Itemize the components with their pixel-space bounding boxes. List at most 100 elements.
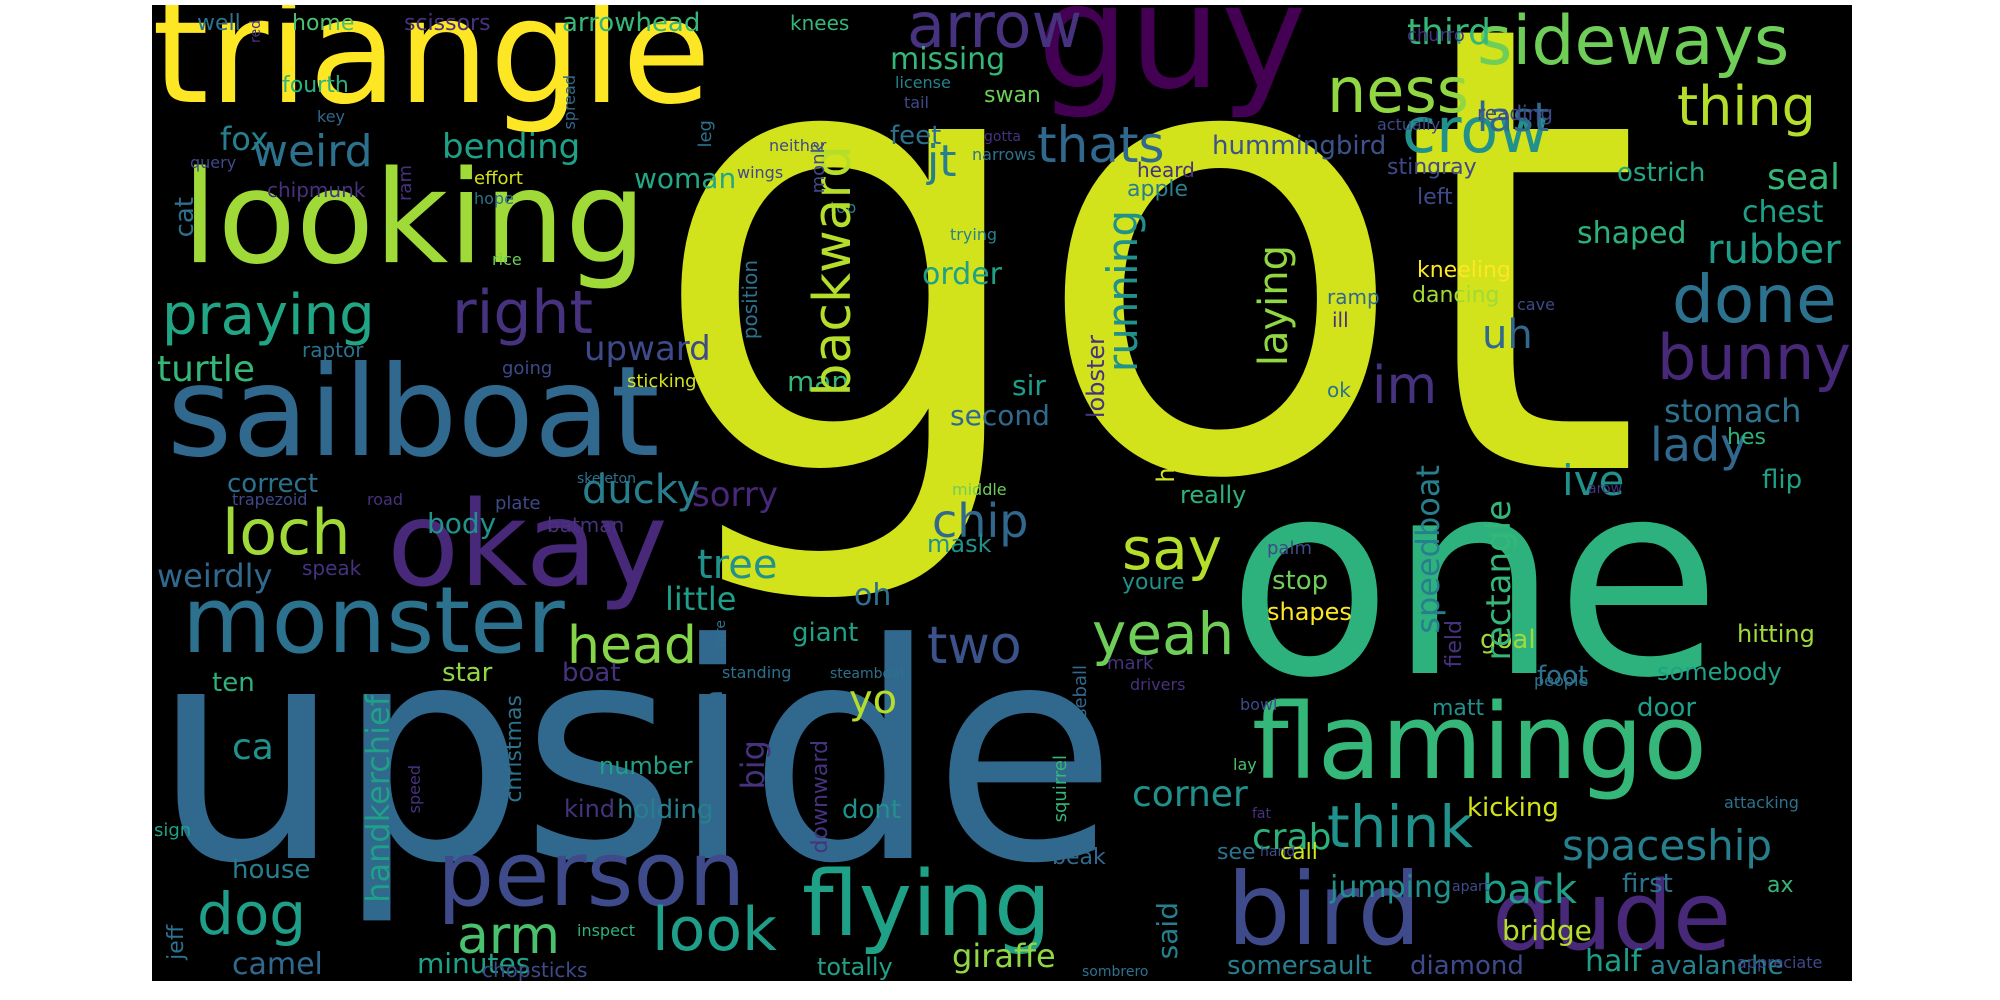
word-house: house <box>232 855 311 885</box>
word-baseball: baseball <box>1070 665 1091 741</box>
word-big: big <box>734 740 772 790</box>
word-head: head <box>567 616 697 676</box>
word-shapes: shapes <box>1267 598 1352 626</box>
word-ok: ok <box>1327 378 1351 402</box>
word-somersault: somersault <box>1227 951 1372 981</box>
word-laying: laying <box>1251 245 1297 367</box>
word-jumping: jumping <box>1330 870 1453 905</box>
word-somebody: somebody <box>1657 658 1782 686</box>
word-seal: seal <box>1767 157 1840 198</box>
word-one: one <box>1227 422 1721 737</box>
word-spread: spread <box>560 75 579 130</box>
word-people: people <box>1534 671 1589 690</box>
word-kneeling: kneeling <box>1417 258 1511 283</box>
word-monster: monster <box>182 567 565 674</box>
word-position: position <box>738 260 762 340</box>
word-trapezoid: trapezoid <box>232 490 308 509</box>
word-holding: holding <box>617 795 714 825</box>
word-apple: apple <box>1127 177 1189 202</box>
word-weirdly: weirdly <box>157 557 273 595</box>
word-turtle: turtle <box>157 349 255 390</box>
word-correct: correct <box>227 469 319 499</box>
word-first: first <box>1622 869 1673 899</box>
word-rubber: rubber <box>1707 227 1841 273</box>
word-ill: ill <box>1332 308 1349 332</box>
word-foot: foot <box>1537 661 1589 691</box>
word-sombrero: sombrero <box>1082 964 1149 980</box>
word-flying: flying <box>802 852 1052 957</box>
word-palm: palm <box>1267 538 1312 559</box>
word-shaped: shaped <box>1577 216 1687 251</box>
word-standing: standing <box>722 663 792 682</box>
word-number: number <box>599 752 693 780</box>
word-chipmunk: chipmunk <box>267 178 366 202</box>
word-cave: cave <box>1517 295 1555 314</box>
word-home: home <box>292 11 355 36</box>
word-lay: lay <box>1233 755 1257 774</box>
word-thats: thats <box>1037 116 1165 174</box>
word-see: see <box>1217 840 1256 865</box>
word-squirrel: squirrel <box>1050 755 1071 823</box>
word-kind: kind <box>564 795 616 823</box>
word-ax: ax <box>1767 873 1794 898</box>
word-wings: wings <box>737 163 784 182</box>
word-trying: trying <box>950 225 998 244</box>
word-call: call <box>1280 840 1318 865</box>
word-door: door <box>1637 693 1697 723</box>
word-middle: middle <box>952 480 1007 499</box>
word-christmas: christmas <box>502 695 527 803</box>
word-fat: fat <box>1252 806 1271 822</box>
word-person: person <box>437 822 746 927</box>
word-steamboat: steamboat <box>830 666 906 682</box>
word-inspect: inspect <box>577 921 635 940</box>
word-arm: arm <box>457 906 560 966</box>
word-minutes: minutes <box>417 947 531 980</box>
word-crab: crab <box>1252 817 1332 858</box>
word-ten: ten <box>212 668 255 698</box>
word-jt: jt <box>927 136 957 187</box>
word-sir: sir <box>1012 369 1046 402</box>
word-man: man <box>787 365 850 398</box>
word-speed: speed <box>405 765 424 814</box>
word-look: look <box>652 895 777 965</box>
word-last: last <box>1477 95 1550 141</box>
word-sticking: sticking <box>627 371 697 392</box>
word-narrows: narrows <box>972 145 1036 164</box>
word-tail: tail <box>904 93 929 112</box>
word-well: well <box>197 11 241 36</box>
word-said: said <box>1151 902 1184 960</box>
word-spaceship: spaceship <box>1562 821 1773 870</box>
word-jeff: jeff <box>164 925 189 960</box>
word-dont: dont <box>842 795 902 825</box>
word-monk: monk <box>808 143 829 194</box>
word-apart: apart <box>1452 879 1490 895</box>
word-star: star <box>442 658 493 688</box>
word-giraffe: giraffe <box>952 937 1056 975</box>
word-guy: guy <box>1037 5 1307 122</box>
word-effort: effort <box>474 168 523 189</box>
word-bridge: bridge <box>1502 914 1592 947</box>
word-ca: ca <box>232 727 274 768</box>
word-tree: tree <box>697 542 778 588</box>
word-okay: okay <box>387 475 668 613</box>
word-avalanche: avalanche <box>1650 951 1784 981</box>
word-thing: thing <box>1677 75 1816 138</box>
word-mark: mark <box>1107 653 1154 674</box>
word-stomach: stomach <box>1664 392 1802 430</box>
word-think: think <box>1327 793 1473 861</box>
word-leg: leg <box>695 120 716 148</box>
word-missing: missing <box>890 42 1006 77</box>
word-upward: upward <box>584 329 711 369</box>
word-rectangle: rectangle <box>1479 500 1519 661</box>
word-hitting: hitting <box>1737 620 1815 648</box>
word-say: say <box>1122 515 1223 583</box>
word-field: field <box>1442 620 1467 668</box>
word-third: third <box>1407 12 1491 53</box>
word-speedboat: speedboat <box>1409 465 1447 634</box>
word-looking: looking <box>182 144 647 293</box>
word-corner: corner <box>1132 774 1248 815</box>
word-plate: plate <box>495 493 541 514</box>
word-left: left <box>1417 185 1453 210</box>
word-matt: matt <box>1432 696 1485 721</box>
word-feet: feet <box>890 121 942 151</box>
